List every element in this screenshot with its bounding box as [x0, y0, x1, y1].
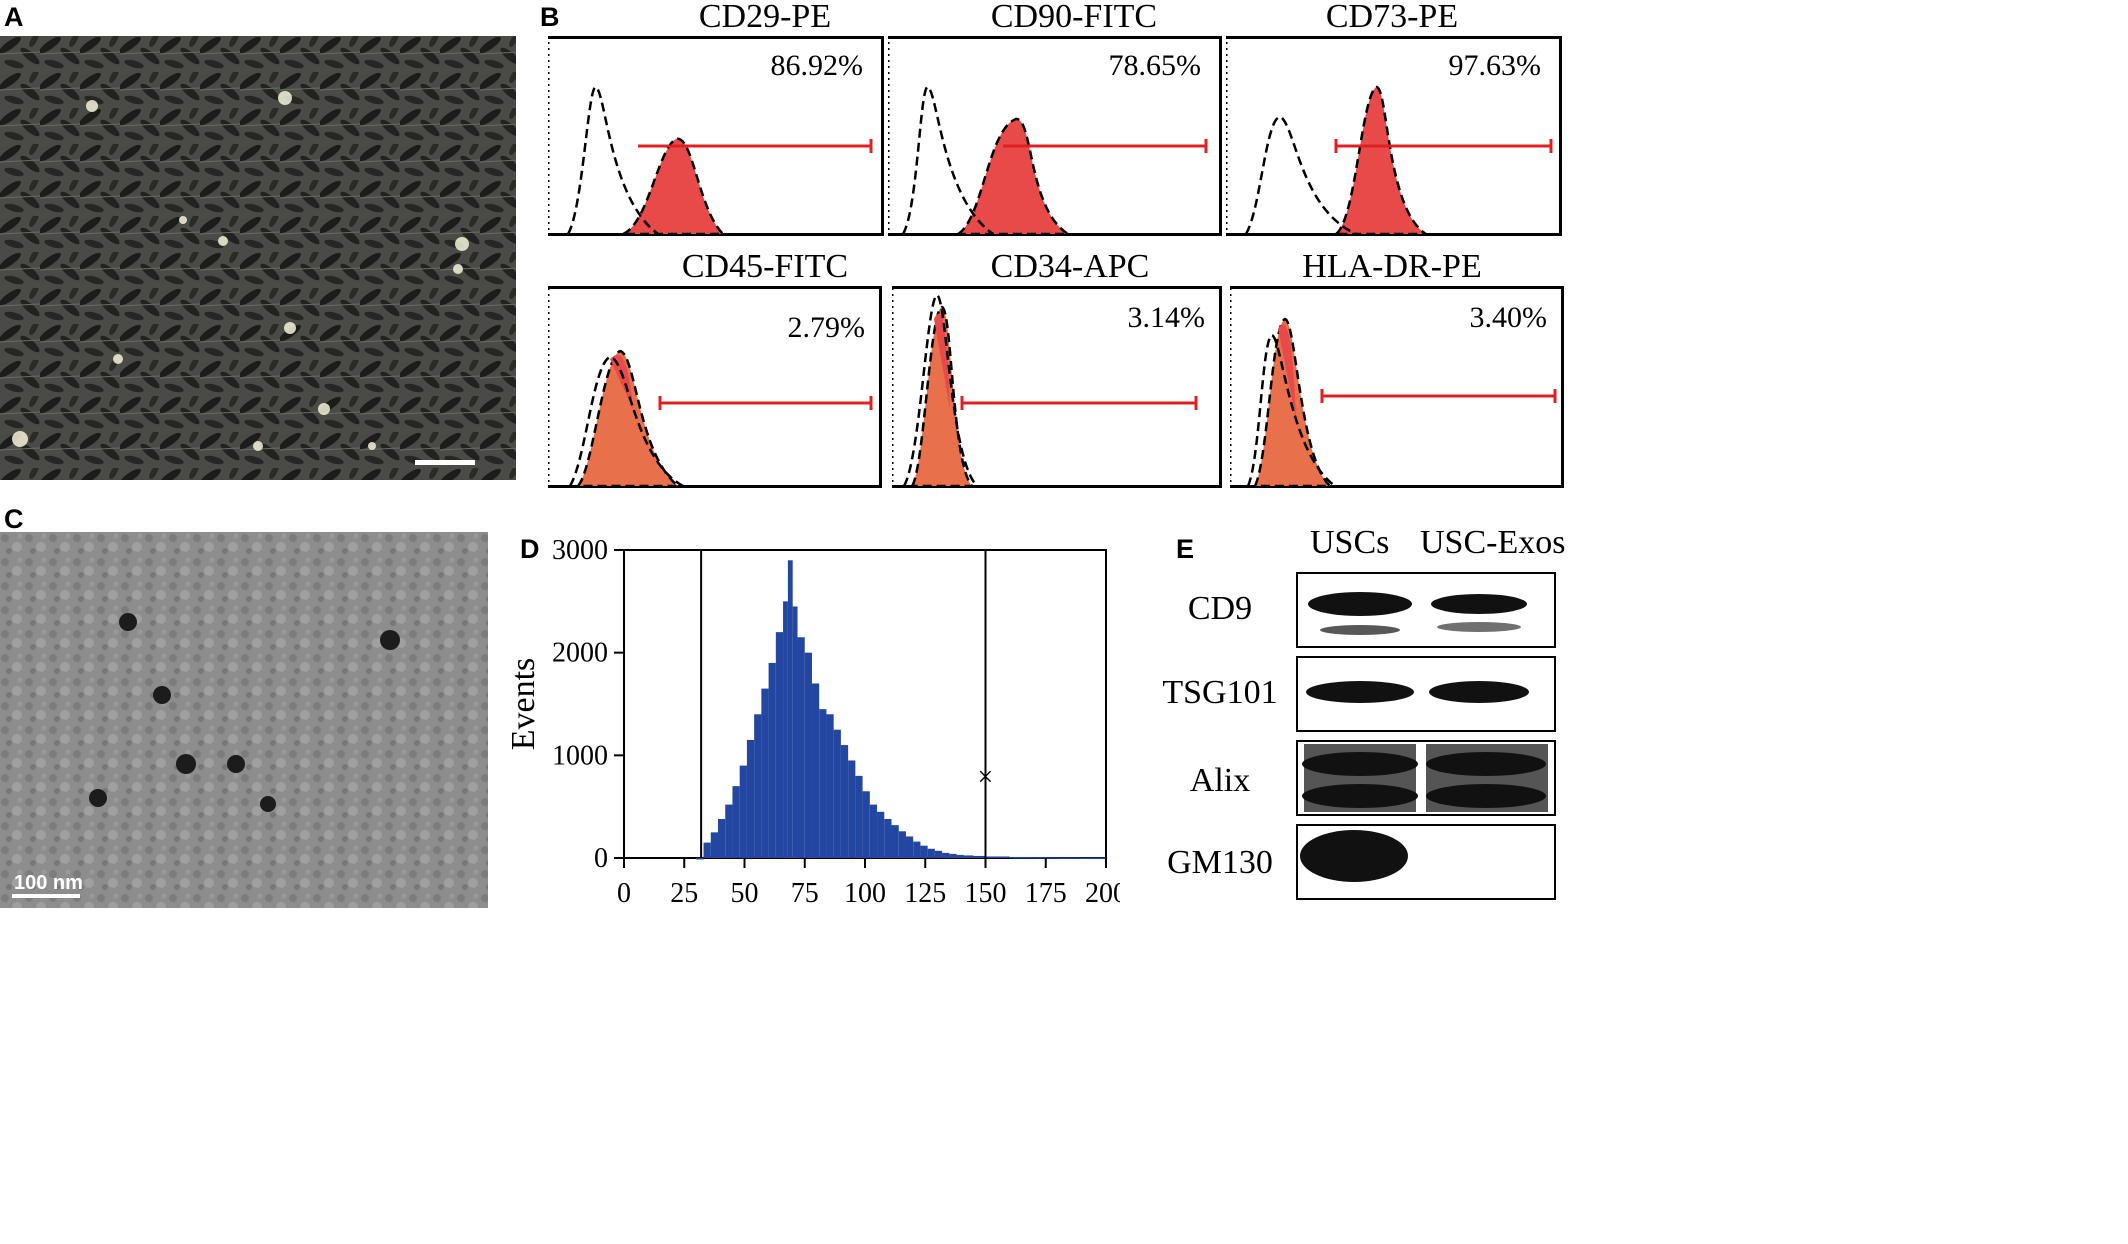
histogram-bar [848, 760, 856, 858]
histogram-hladr: 3.40% [1230, 286, 1564, 488]
histogram-bar [1057, 857, 1082, 859]
histogram-cd45: 2.79% [548, 286, 882, 488]
y-axis-label: Events [505, 658, 542, 751]
histogram-bar [891, 825, 899, 858]
histogram-title-cd34: CD34-APC [990, 248, 1150, 285]
histogram-bar [934, 850, 943, 858]
histogram-bar [804, 652, 812, 858]
histogram-bar [956, 854, 964, 858]
blot-column-usc-exos: USC-Exos [1420, 524, 1566, 561]
x-tick-label: 200 [1085, 878, 1120, 909]
histogram-bar [826, 714, 834, 858]
x-tick-label: 175 [1025, 878, 1067, 909]
histogram-bar [783, 601, 788, 858]
histogram-bar [725, 804, 733, 858]
histogram-bar [792, 606, 798, 858]
histogram-bar [754, 714, 762, 858]
histogram-bar [797, 637, 805, 858]
histogram-bar [905, 836, 914, 858]
panel-label-a: A [4, 2, 24, 32]
y-tick-label: 1000 [552, 740, 608, 771]
x-tick-label: 25 [670, 878, 698, 909]
x-tick-label: 75 [791, 878, 819, 909]
histogram-bar [927, 848, 935, 858]
x-tick-label: 150 [965, 878, 1007, 909]
histogram-bar [869, 804, 878, 858]
blot-column-uscs: USCs [1310, 524, 1390, 561]
histogram-bar [898, 831, 906, 858]
blot-row-alix: Alix [1189, 762, 1251, 799]
western-blot-image [1296, 572, 1556, 900]
panel-label-c: C [4, 504, 24, 534]
histogram-percent-cd29: 86.92% [770, 49, 864, 82]
histogram-bar [833, 729, 841, 858]
histogram-cd34: 3.14% [892, 286, 1222, 488]
histogram-bar [963, 855, 974, 858]
gate-marker: × [978, 762, 994, 793]
histogram-bar [877, 811, 885, 858]
blot-row-gm130: GM130 [1167, 844, 1273, 881]
x-tick-label: 100 [844, 878, 886, 909]
histogram-bar [840, 745, 849, 858]
histogram-title-hladr: HLA-DR-PE [1302, 248, 1482, 285]
histogram-percent-cd34: 3.14% [1127, 301, 1206, 334]
y-tick-label: 3000 [552, 535, 608, 566]
histogram-bar [696, 858, 704, 860]
panel-label-e: E [1176, 534, 1195, 564]
histogram-cd73: 97.63% [1226, 36, 1562, 236]
histogram-bar [732, 786, 740, 858]
histogram-bar [739, 765, 747, 858]
histogram-title-cd90: CD90-FITC [990, 0, 1158, 35]
histogram-bar [884, 818, 892, 858]
histogram-bar [710, 832, 718, 858]
histogram-bar [1009, 856, 1034, 859]
histogram-bar [819, 709, 827, 858]
histogram-bar [1033, 857, 1058, 859]
histogram-bar [973, 855, 986, 858]
blot-row-tsg101: TSG101 [1162, 674, 1278, 711]
histogram-title-cd29: CD29-PE [698, 0, 832, 35]
histogram-bar [811, 683, 820, 858]
panel-label-b: B [540, 2, 560, 32]
x-tick-label: 50 [731, 878, 759, 909]
histogram-percent-cd73: 97.63% [1448, 49, 1542, 82]
histogram-bar [703, 842, 711, 858]
blot-row-cd9: CD9 [1187, 590, 1253, 627]
histogram-bar [775, 632, 784, 858]
histogram-percent-hladr: 3.40% [1469, 301, 1548, 334]
histogram-title-cd73: CD73-PE [1325, 0, 1459, 35]
histogram-bar [862, 791, 870, 858]
histogram-percent-cd90: 78.65% [1108, 49, 1202, 82]
histogram-title-cd45: CD45-FITC [681, 248, 849, 285]
y-tick-label: 0 [594, 843, 608, 874]
histogram-bar [787, 560, 793, 858]
histogram-bar [761, 688, 769, 858]
histogram-bar [913, 841, 921, 858]
histogram-cd29: 86.92% [548, 36, 884, 236]
histogram-bar [985, 856, 1010, 858]
histogram-cd90: 78.65% [888, 36, 1222, 236]
histogram-bar [949, 853, 957, 858]
cell-micrograph [0, 36, 516, 480]
nta-size-chart: ×0 25 50 75 100 125 150 175 2000100020003000Even… [505, 535, 1120, 909]
histogram-bar [942, 852, 950, 858]
histogram-bar [1081, 857, 1106, 859]
x-tick-label: 0 [617, 878, 631, 909]
panel-label-d: D [520, 534, 540, 564]
histogram-bar [920, 845, 928, 858]
histogram-bar [768, 662, 776, 858]
y-tick-label: 2000 [552, 638, 608, 669]
tem-image: 100 nm [0, 532, 488, 908]
x-tick-label: 125 [904, 878, 946, 909]
scale-bar-label: 100 nm [14, 872, 83, 894]
histogram-percent-cd45: 2.79% [787, 311, 866, 344]
histogram-bar [746, 739, 755, 858]
histogram-bar [855, 775, 863, 858]
histogram-bar [717, 818, 726, 858]
